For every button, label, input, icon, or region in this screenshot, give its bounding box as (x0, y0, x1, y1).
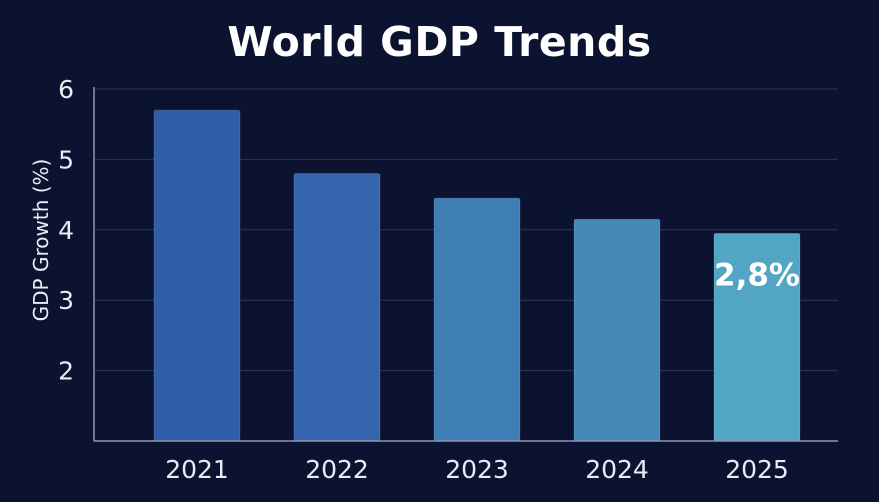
bar-2022 (293, 172, 381, 442)
x-tick-label: 2024 (585, 455, 649, 484)
y-tick-label: 6 (58, 75, 74, 104)
y-tick-label: 3 (58, 286, 74, 315)
y-tick-label: 2 (58, 357, 74, 386)
chart-title: World GDP Trends (227, 18, 652, 66)
bar-2021 (153, 109, 241, 442)
x-tick-label: 2025 (725, 455, 789, 484)
x-tick-label: 2022 (305, 455, 369, 484)
axes (93, 87, 838, 442)
y-tick-labels: 2 3 4 5 6 (58, 75, 74, 386)
y-axis-title: GDP Growth (%) (29, 159, 53, 322)
data-label: 2,8% (714, 257, 800, 293)
bar-2024 (573, 218, 661, 442)
y-tick-label: 5 (58, 145, 74, 174)
data-labels: 2,8% (714, 257, 800, 293)
x-tick-label: 2023 (445, 455, 509, 484)
x-tick-label: 2021 (165, 455, 229, 484)
bar-2023 (433, 197, 521, 442)
x-tick-labels: 2021 2022 2023 2024 2025 (165, 455, 789, 484)
y-tick-label: 4 (58, 216, 74, 245)
